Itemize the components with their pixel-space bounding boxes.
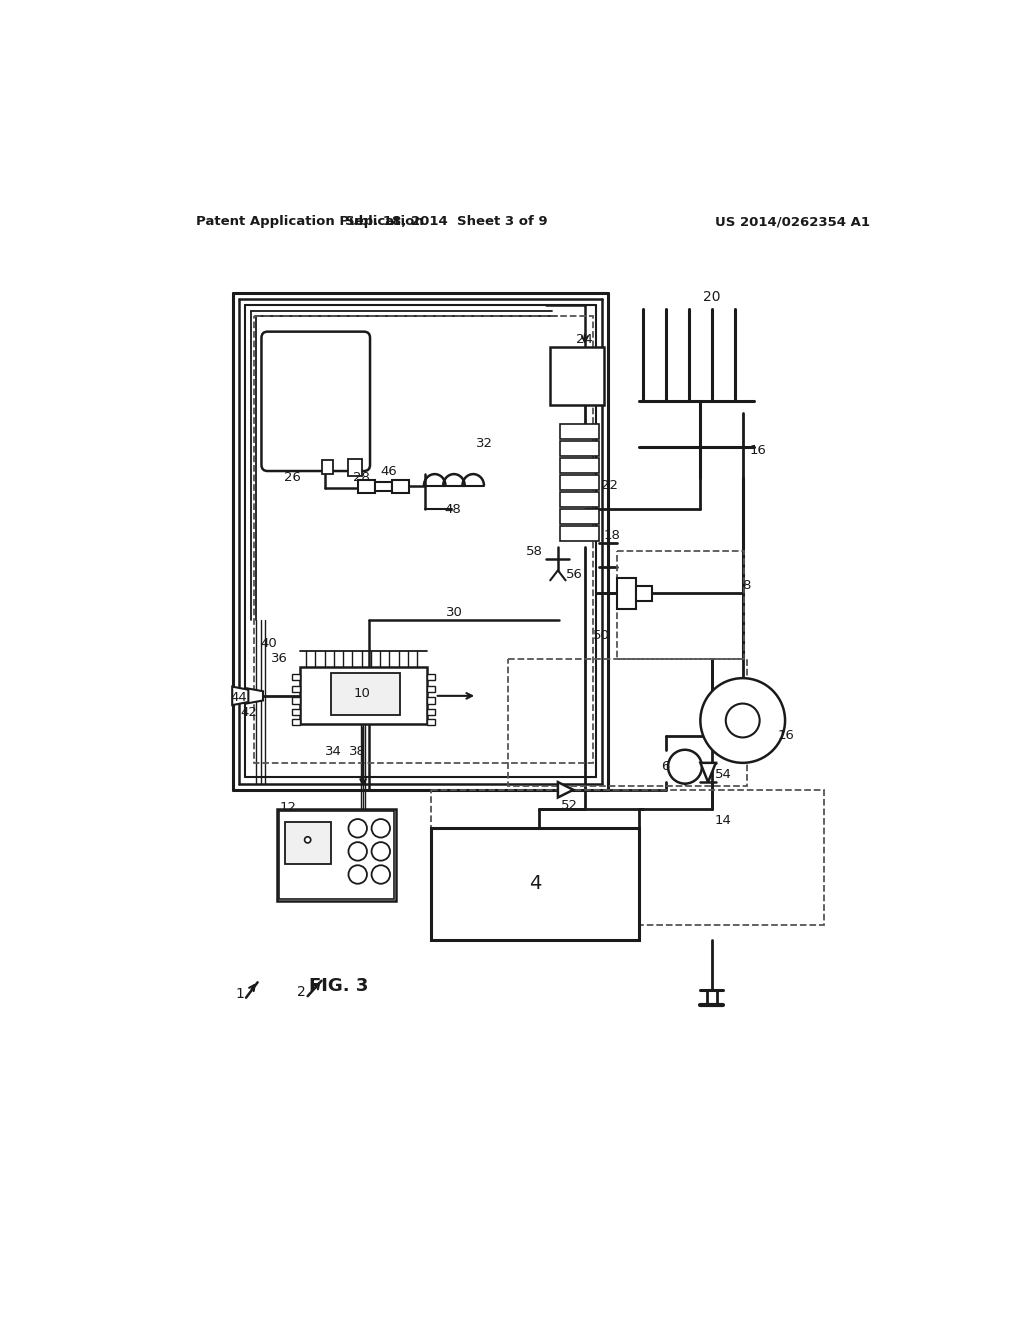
Polygon shape bbox=[558, 781, 573, 797]
Bar bbox=[427, 709, 435, 715]
Text: 42: 42 bbox=[240, 706, 257, 719]
Bar bbox=[550, 347, 604, 405]
Text: 10: 10 bbox=[353, 686, 370, 700]
Text: 54: 54 bbox=[715, 768, 732, 781]
Bar bbox=[292, 686, 300, 692]
Circle shape bbox=[348, 866, 367, 884]
Circle shape bbox=[372, 842, 390, 861]
Text: 38: 38 bbox=[349, 744, 367, 758]
Circle shape bbox=[348, 818, 367, 837]
Bar bbox=[280, 812, 394, 899]
Bar bbox=[617, 578, 637, 609]
Bar bbox=[560, 475, 599, 490]
Bar bbox=[431, 789, 823, 924]
Circle shape bbox=[372, 866, 390, 884]
Bar bbox=[276, 809, 396, 902]
Circle shape bbox=[668, 750, 701, 784]
Text: 4: 4 bbox=[528, 874, 541, 894]
Bar bbox=[560, 424, 599, 440]
Text: 26: 26 bbox=[284, 471, 301, 484]
Text: FIG. 3: FIG. 3 bbox=[309, 977, 369, 995]
Text: 56: 56 bbox=[565, 568, 583, 581]
Text: 6: 6 bbox=[662, 760, 670, 774]
Text: 52: 52 bbox=[561, 799, 578, 812]
Circle shape bbox=[726, 704, 760, 738]
Bar bbox=[637, 586, 652, 601]
Polygon shape bbox=[246, 688, 263, 704]
Bar bbox=[431, 829, 639, 940]
Bar bbox=[357, 480, 375, 492]
Bar bbox=[292, 675, 300, 681]
Text: 46: 46 bbox=[380, 465, 397, 478]
Text: 48: 48 bbox=[444, 503, 461, 516]
Text: 20: 20 bbox=[703, 290, 721, 304]
Circle shape bbox=[348, 842, 367, 861]
Text: 1: 1 bbox=[236, 987, 245, 1001]
Text: Sep. 18, 2014  Sheet 3 of 9: Sep. 18, 2014 Sheet 3 of 9 bbox=[345, 215, 548, 228]
Polygon shape bbox=[232, 686, 249, 705]
Bar bbox=[560, 492, 599, 507]
Text: 18: 18 bbox=[603, 529, 621, 543]
Text: 30: 30 bbox=[445, 606, 463, 619]
Bar bbox=[560, 525, 599, 541]
Bar bbox=[292, 709, 300, 715]
Text: 28: 28 bbox=[353, 471, 370, 484]
Text: US 2014/0262354 A1: US 2014/0262354 A1 bbox=[715, 215, 870, 228]
Text: 50: 50 bbox=[593, 630, 609, 643]
Bar bbox=[560, 458, 599, 474]
Text: 24: 24 bbox=[577, 333, 593, 346]
Bar bbox=[285, 822, 331, 865]
Bar bbox=[427, 719, 435, 725]
Circle shape bbox=[700, 678, 785, 763]
Bar bbox=[391, 480, 409, 492]
Text: 40: 40 bbox=[260, 638, 276, 649]
Text: 36: 36 bbox=[271, 652, 289, 665]
Bar bbox=[560, 508, 599, 524]
Bar bbox=[375, 482, 391, 491]
Bar bbox=[427, 697, 435, 704]
Text: 16: 16 bbox=[777, 730, 795, 742]
Bar bbox=[427, 675, 435, 681]
Text: 14: 14 bbox=[715, 814, 732, 828]
FancyBboxPatch shape bbox=[261, 331, 370, 471]
Bar bbox=[508, 659, 746, 785]
Text: 22: 22 bbox=[601, 479, 618, 492]
Bar bbox=[560, 441, 599, 457]
Text: 12: 12 bbox=[280, 801, 297, 814]
Bar bbox=[292, 697, 300, 704]
Text: 44: 44 bbox=[230, 690, 248, 704]
Bar bbox=[300, 667, 427, 725]
Polygon shape bbox=[700, 763, 716, 781]
Bar bbox=[292, 719, 300, 725]
Circle shape bbox=[372, 818, 390, 837]
Text: Patent Application Publication: Patent Application Publication bbox=[196, 215, 424, 228]
Text: 2: 2 bbox=[297, 985, 306, 998]
Text: 8: 8 bbox=[742, 579, 751, 593]
Circle shape bbox=[304, 837, 310, 843]
Text: 34: 34 bbox=[326, 744, 342, 758]
Text: 32: 32 bbox=[476, 437, 494, 450]
Bar bbox=[323, 461, 333, 474]
Bar bbox=[617, 552, 744, 659]
Bar bbox=[348, 459, 362, 475]
Text: 58: 58 bbox=[526, 545, 544, 557]
Bar bbox=[331, 673, 400, 715]
Bar bbox=[254, 317, 593, 763]
Text: 16: 16 bbox=[750, 445, 767, 458]
Bar bbox=[427, 686, 435, 692]
